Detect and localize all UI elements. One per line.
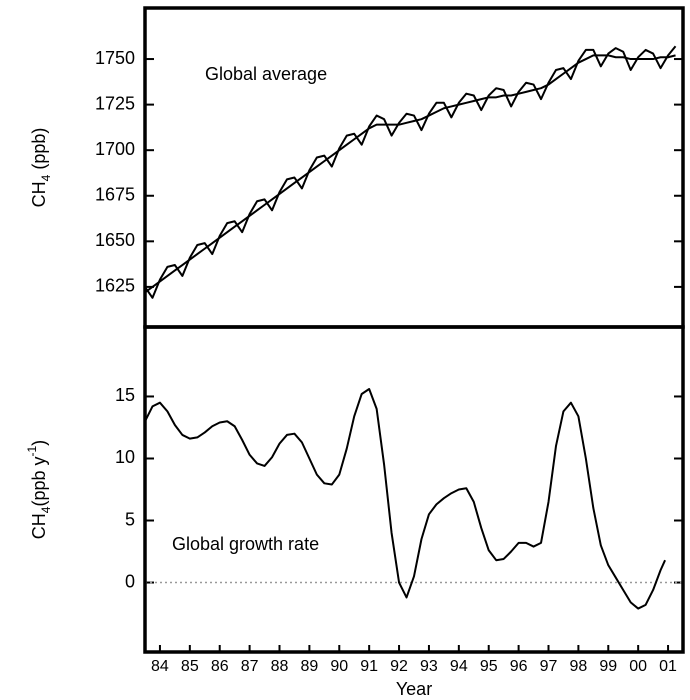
x-tick-label: 93 <box>420 658 438 675</box>
line-series <box>144 45 677 299</box>
x-tick-label: 84 <box>151 658 169 675</box>
y-tick-label: 10 <box>115 447 135 467</box>
x-axis-label: Year <box>396 679 432 699</box>
y-axis-label: CH4(ppb y-1) <box>25 440 53 539</box>
x-tick-label: 88 <box>271 658 289 675</box>
y-tick-label: 5 <box>125 509 135 529</box>
x-tick-label: 00 <box>629 658 647 675</box>
y-axis-label: CH4 (ppb) <box>29 128 53 208</box>
x-tick-label: 91 <box>360 658 378 675</box>
y-tick-label: 1725 <box>95 93 135 113</box>
plot-frame <box>143 325 685 654</box>
x-tick-label: 96 <box>510 658 528 675</box>
x-tick-label: 89 <box>300 658 318 675</box>
x-tick-label: 90 <box>330 658 348 675</box>
y-axis-label-part: -1 <box>25 445 39 456</box>
x-tick-label: 01 <box>659 658 677 675</box>
y-tick-label: 1650 <box>95 230 135 250</box>
y-axis-label-part: (ppb) <box>29 128 49 175</box>
x-tick-label: 99 <box>599 658 617 675</box>
y-axis-label-part: 4 <box>39 506 53 513</box>
y-tick-label: 15 <box>115 385 135 405</box>
y-tick-label: 1675 <box>95 185 135 205</box>
y-axis-label-part: 4 <box>39 174 53 181</box>
y-tick-label: 1625 <box>95 276 135 296</box>
line-series <box>144 54 676 294</box>
y-tick-label: 1700 <box>95 139 135 159</box>
x-tick-label: 94 <box>450 658 468 675</box>
y-tick-label: 1750 <box>95 48 135 68</box>
x-tick-label: 87 <box>241 658 259 675</box>
annotation: Global growth rate <box>172 534 319 554</box>
x-tick-label: 85 <box>181 658 199 675</box>
y-axis-label-part: ) <box>29 440 49 446</box>
x-tick-label: 97 <box>540 658 558 675</box>
x-tick-label: 98 <box>569 658 587 675</box>
x-tick-label: 92 <box>390 658 408 675</box>
x-tick-label: 86 <box>211 658 229 675</box>
annotation: Global average <box>205 64 327 84</box>
y-axis-label-part: CH <box>29 181 49 207</box>
y-axis-label-part: CH <box>29 513 49 539</box>
y-axis-label-part: (ppb y <box>29 456 49 506</box>
line-series <box>144 388 666 610</box>
x-tick-label: 95 <box>480 658 498 675</box>
y-tick-label: 0 <box>125 571 135 591</box>
